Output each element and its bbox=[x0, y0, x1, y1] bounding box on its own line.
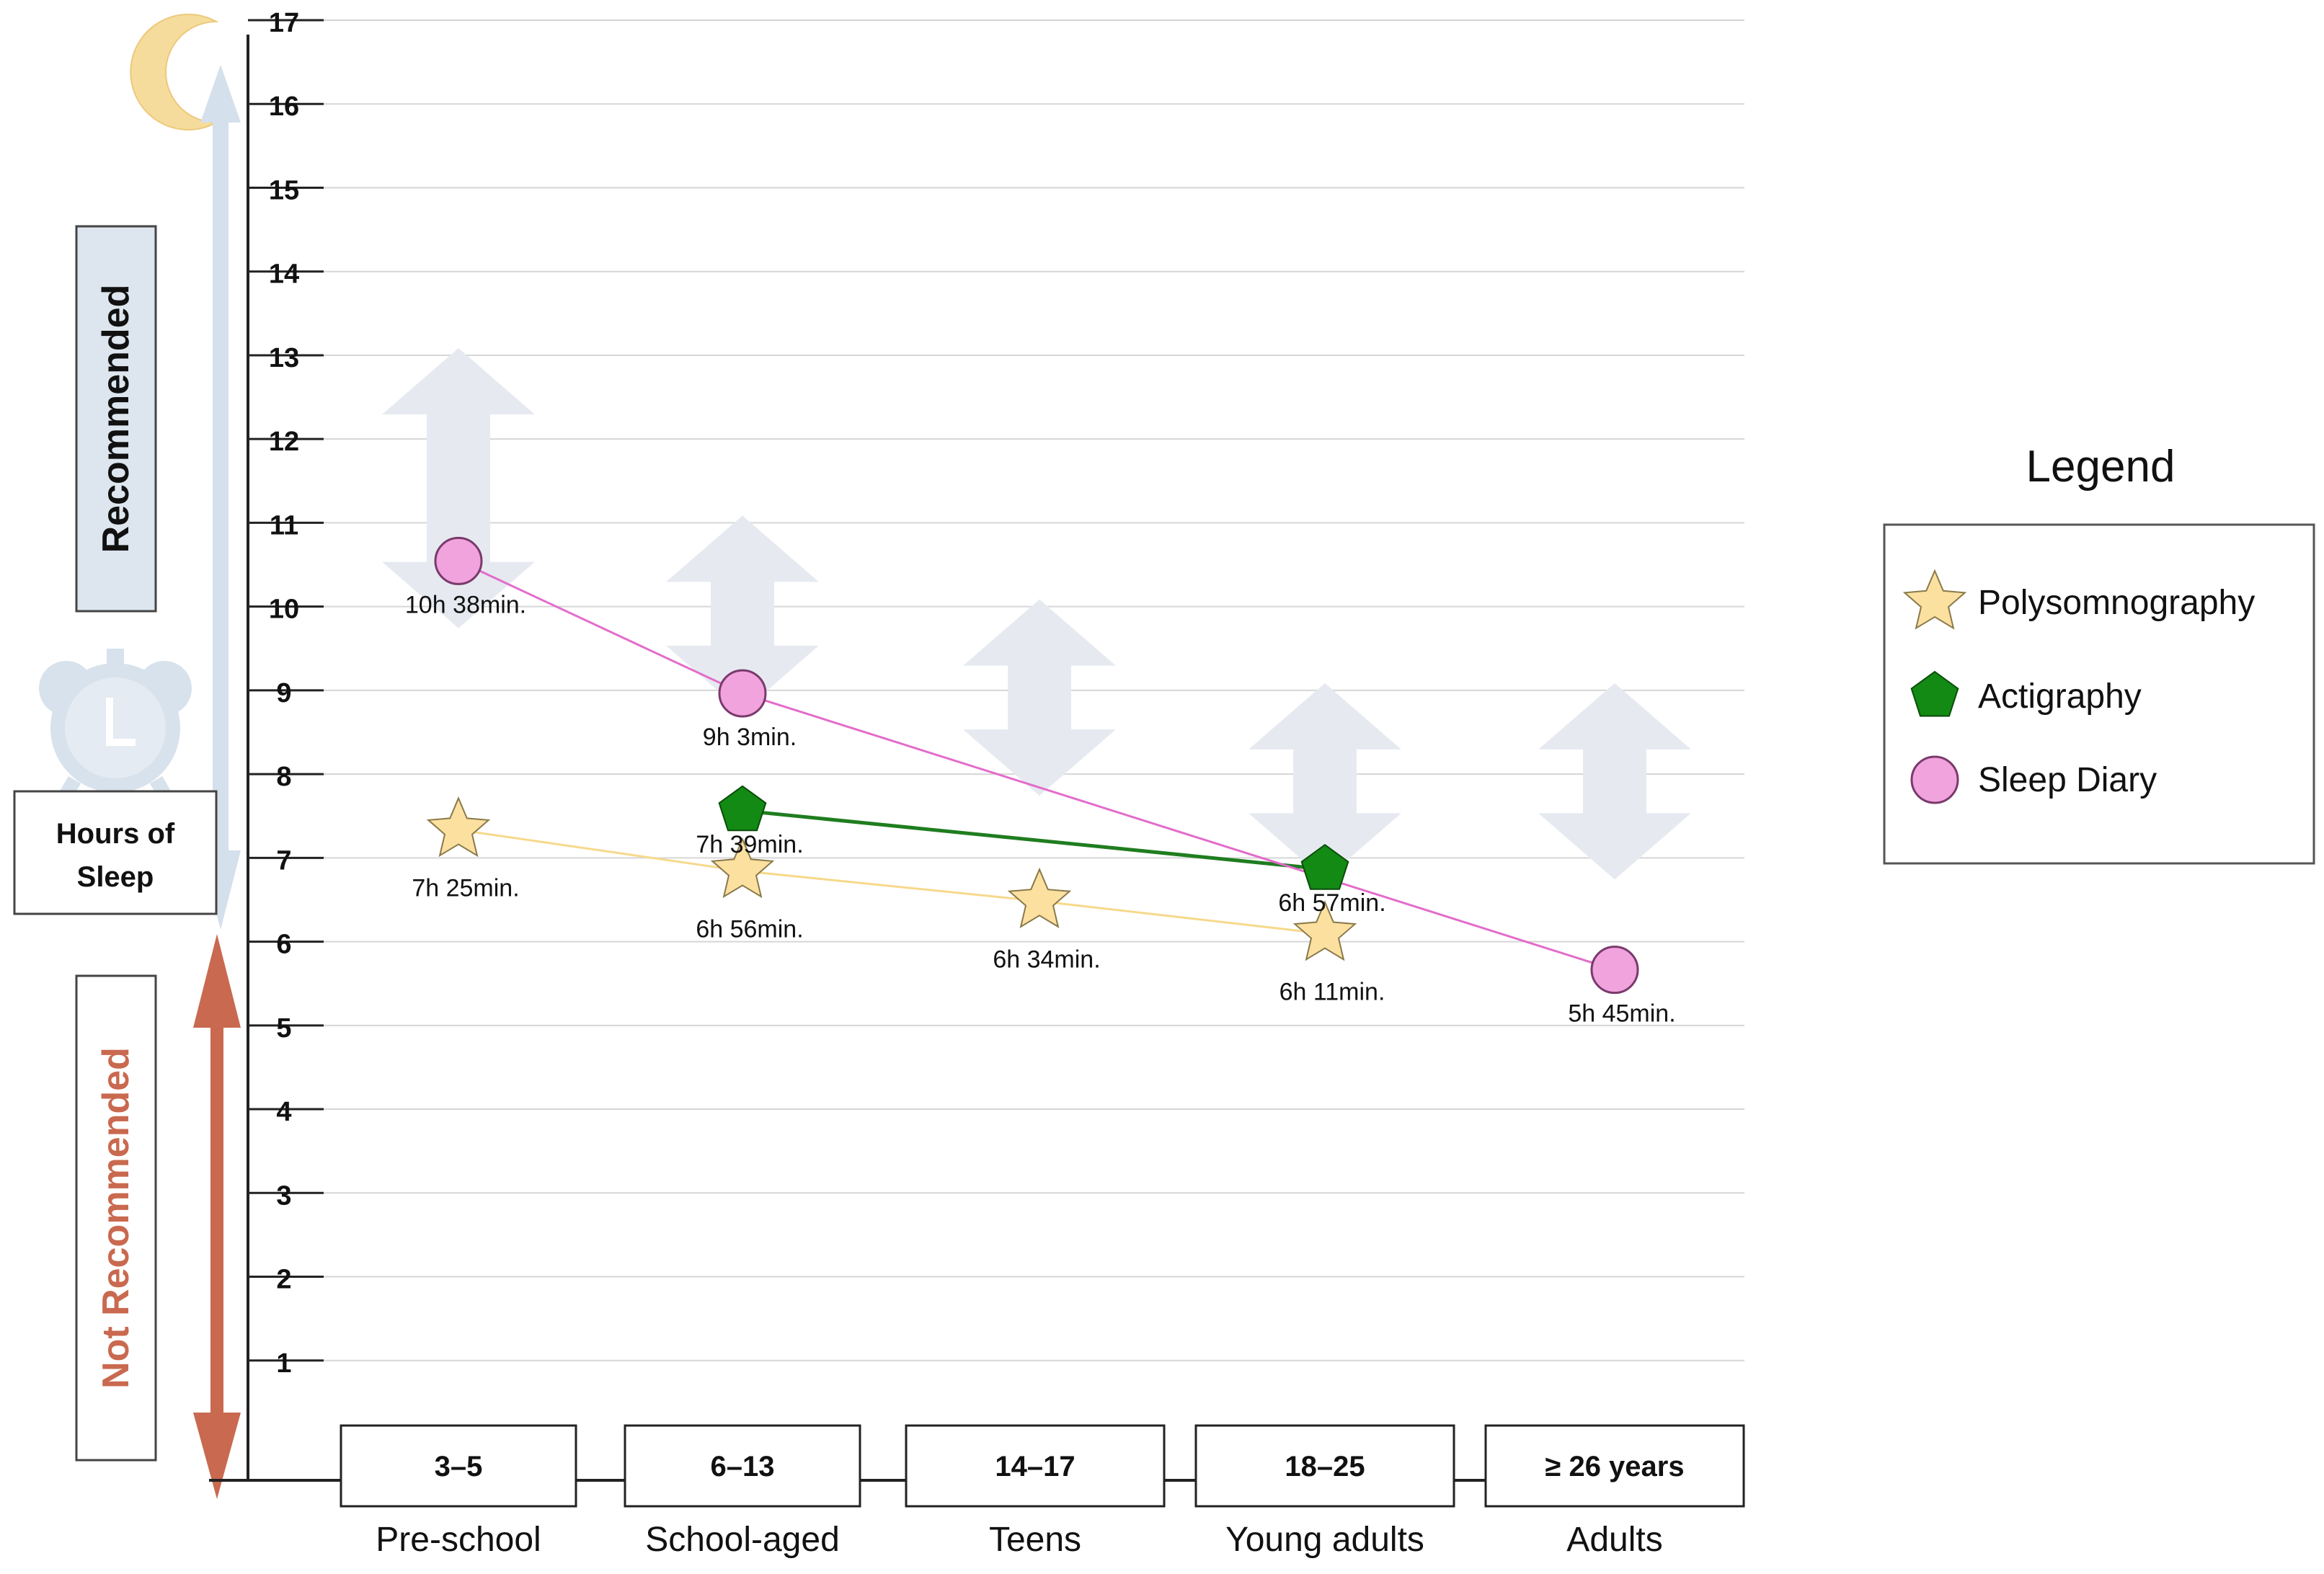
legend-item-label: Actigraphy bbox=[1978, 677, 2142, 716]
legend-circle-icon bbox=[1910, 755, 1959, 804]
age-category-label: 14–17 bbox=[995, 1451, 1075, 1482]
polysomnography-point bbox=[710, 837, 775, 899]
y-tick-label: 17 bbox=[269, 8, 299, 38]
legend-item-label: Sleep Diary bbox=[1978, 761, 2157, 799]
polysomnography-point bbox=[426, 796, 491, 858]
age-category-box bbox=[905, 1424, 1166, 1508]
actigraphy-line bbox=[742, 809, 1326, 871]
age-category-label: ≥ 26 years bbox=[1545, 1451, 1684, 1482]
moon-icon bbox=[130, 14, 217, 130]
recommended-range-arrow bbox=[963, 599, 1116, 796]
sleep-diary-point bbox=[434, 536, 483, 585]
legend-item-label: Polysomnography bbox=[1978, 584, 2255, 622]
age-group-label: Adults bbox=[1566, 1521, 1662, 1559]
recommended-range-arrow bbox=[1249, 682, 1401, 880]
age-category-label: 3–5 bbox=[435, 1451, 483, 1482]
age-category-box bbox=[1484, 1424, 1745, 1508]
age-group-label: Teens bbox=[989, 1521, 1081, 1559]
actigraphy-point bbox=[718, 785, 767, 832]
age-category-box bbox=[624, 1424, 861, 1508]
sleep-diary-point bbox=[718, 669, 767, 718]
y-tick-label: 10 bbox=[269, 595, 299, 625]
age-category-label: 6–13 bbox=[711, 1451, 775, 1482]
data-label: 6h 11min. bbox=[1279, 979, 1385, 1006]
data-label: 10h 38min. bbox=[405, 591, 526, 618]
recommended-label: Recommended bbox=[95, 285, 137, 553]
data-label: 9h 3min. bbox=[703, 724, 797, 751]
age-group-label: Young adults bbox=[1225, 1521, 1424, 1559]
y-tick-label: 5 bbox=[276, 1013, 291, 1044]
recommended-range-arrow bbox=[1538, 682, 1691, 880]
y-tick-label: 16 bbox=[269, 92, 299, 122]
age-category-box bbox=[340, 1424, 577, 1508]
y-tick-label: 12 bbox=[269, 427, 299, 457]
hours-of-sleep-line2: Sleep bbox=[77, 861, 154, 893]
data-label: 6h 57min. bbox=[1278, 889, 1385, 917]
not-recommended-arrow-icon bbox=[193, 934, 241, 1499]
y-tick-label: 1 bbox=[276, 1348, 291, 1379]
data-label: 5h 45min. bbox=[1568, 1000, 1675, 1028]
not-recommended-box bbox=[75, 974, 157, 1462]
age-group-label: School-aged bbox=[645, 1521, 840, 1559]
y-tick-label: 4 bbox=[276, 1097, 291, 1127]
data-label: 6h 34min. bbox=[993, 946, 1100, 973]
data-label: 7h 39min. bbox=[696, 831, 803, 858]
y-tick-label: 3 bbox=[276, 1180, 291, 1211]
recommended-range-arrow bbox=[666, 515, 819, 712]
y-tick-label: 9 bbox=[276, 678, 291, 708]
data-label: 7h 25min. bbox=[412, 875, 519, 902]
age-category-label: 18–25 bbox=[1285, 1451, 1365, 1482]
y-tick-label: 6 bbox=[276, 930, 291, 960]
data-label: 6h 56min. bbox=[696, 915, 803, 943]
sleep-diary-point bbox=[1590, 946, 1639, 995]
polysomnography-point bbox=[1292, 900, 1357, 961]
x-axis-categories: 3–5 Pre-school 6–13 School-aged 14–17 Teens 18… bbox=[340, 1424, 1745, 1559]
y-tick-label: 11 bbox=[270, 510, 298, 541]
legend-pentagon-icon bbox=[1910, 670, 1959, 717]
legend-title: Legend bbox=[2026, 442, 2176, 492]
recommended-ranges bbox=[382, 347, 1691, 880]
polysomnography-point bbox=[1007, 867, 1072, 928]
polysomnography-line bbox=[458, 829, 1326, 935]
age-group-label: Pre-school bbox=[376, 1521, 541, 1559]
recommended-range-arrow bbox=[382, 347, 535, 628]
y-tick-label: 2 bbox=[276, 1265, 291, 1295]
recommended-box bbox=[75, 225, 157, 613]
y-tick-label: 15 bbox=[269, 175, 299, 205]
y-tick-label: 8 bbox=[276, 762, 291, 792]
y-tick-label: 13 bbox=[269, 343, 299, 373]
y-tick-label: 7 bbox=[276, 845, 291, 876]
actigraphy-point bbox=[1300, 843, 1349, 890]
age-category-box bbox=[1194, 1424, 1455, 1508]
hours-of-sleep-line1: Hours of bbox=[56, 818, 175, 850]
y-tick-label: 14 bbox=[269, 259, 299, 290]
series-points: 7h 25min. 6h 56min. 6h 34min. 6h 11min. 7h 3… bbox=[405, 536, 1676, 1028]
legend-star-icon bbox=[1902, 569, 1967, 630]
hours-of-sleep-box bbox=[13, 790, 218, 915]
legend: Legend Polysomnography Actigraphy Sleep Di… bbox=[1883, 442, 2315, 865]
recommended-arrow-icon bbox=[200, 65, 241, 930]
left-decoration: Recommended Hours of Sleep Not Recommend… bbox=[13, 14, 241, 1499]
not-recommended-label: Not Recommended bbox=[95, 1047, 137, 1389]
alarm-clock-icon bbox=[39, 649, 192, 802]
